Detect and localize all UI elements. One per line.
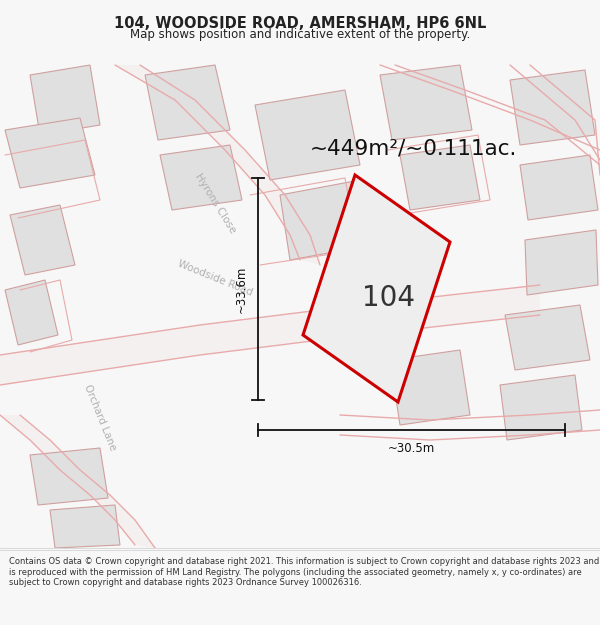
Polygon shape (505, 305, 590, 370)
Polygon shape (5, 280, 58, 345)
Text: Map shows position and indicative extent of the property.: Map shows position and indicative extent… (130, 28, 470, 41)
Text: Hyrons Close: Hyrons Close (193, 171, 238, 234)
Polygon shape (115, 65, 320, 265)
Polygon shape (5, 118, 95, 188)
Polygon shape (160, 145, 242, 210)
Polygon shape (520, 155, 598, 220)
Polygon shape (30, 65, 100, 135)
Polygon shape (280, 180, 372, 260)
Polygon shape (400, 145, 480, 210)
Polygon shape (145, 65, 230, 140)
Polygon shape (390, 350, 470, 425)
Polygon shape (380, 65, 472, 140)
Polygon shape (303, 175, 450, 402)
Text: Contains OS data © Crown copyright and database right 2021. This information is : Contains OS data © Crown copyright and d… (9, 558, 599, 587)
Polygon shape (255, 90, 360, 180)
Polygon shape (510, 70, 595, 145)
Text: Woodside Road: Woodside Road (176, 258, 254, 298)
Polygon shape (525, 230, 598, 295)
Polygon shape (10, 205, 75, 275)
Text: ~449m²/~0.111ac.: ~449m²/~0.111ac. (310, 138, 517, 158)
Polygon shape (0, 415, 155, 548)
Text: 104: 104 (362, 284, 415, 312)
Text: 104, WOODSIDE ROAD, AMERSHAM, HP6 6NL: 104, WOODSIDE ROAD, AMERSHAM, HP6 6NL (114, 16, 486, 31)
Polygon shape (50, 505, 120, 548)
Text: Orchard Lane: Orchard Lane (82, 384, 118, 452)
Polygon shape (500, 375, 582, 440)
Polygon shape (0, 285, 540, 385)
Text: ~33.6m: ~33.6m (235, 265, 248, 312)
Polygon shape (30, 448, 108, 505)
Text: ~30.5m: ~30.5m (388, 442, 435, 455)
